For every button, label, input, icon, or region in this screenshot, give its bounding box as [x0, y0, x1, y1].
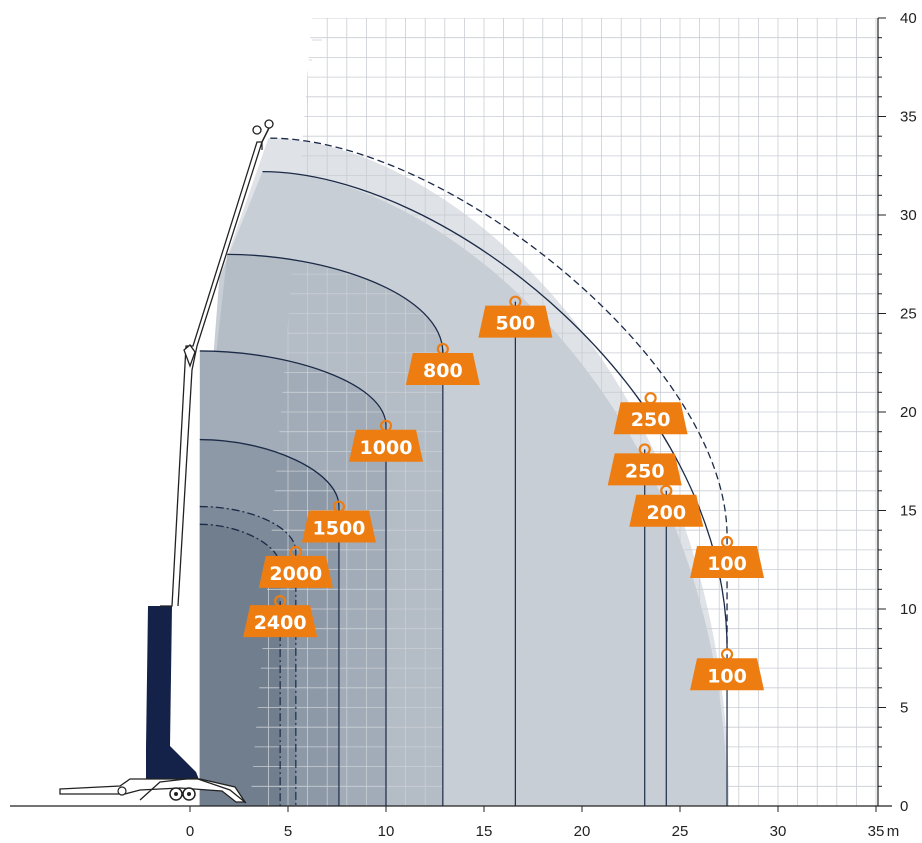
- weight-shape: [690, 658, 765, 691]
- curve-800: [227, 253, 444, 353]
- weight-shape: [478, 305, 553, 338]
- load-labels: 2400 2000 1500 1000 800 500 250 250 200 100 100: [243, 295, 765, 691]
- weight-label: 250: [631, 409, 671, 431]
- weight-shape: [258, 555, 333, 588]
- load-label-1000: 1000: [349, 419, 423, 462]
- load-label-1500: 1500: [301, 500, 376, 543]
- y-tick-label: 0: [900, 798, 908, 815]
- boom-base-section: [146, 606, 200, 782]
- curve-2400: [199, 523, 281, 566]
- load-label-250: 250: [613, 392, 688, 435]
- weight-label: 1500: [313, 518, 366, 540]
- reach-curves: [199, 137, 728, 806]
- load-label-100: 100: [690, 535, 765, 579]
- y-tick-label: 10: [900, 601, 917, 618]
- zone-2400-fill: [199, 524, 281, 806]
- load-label-200: 200: [629, 484, 704, 527]
- load-label-250: 250: [607, 443, 682, 486]
- x-tick-label: 35: [868, 823, 885, 840]
- weight-label: 100: [707, 553, 747, 575]
- weight-label: 200: [646, 502, 686, 524]
- wheel-hub: [174, 792, 178, 796]
- boom-pulley: [252, 125, 262, 135]
- y-tick-label: 20: [900, 404, 917, 421]
- jib: [261, 127, 270, 143]
- outrigger: [139, 777, 247, 804]
- weight-shape: [405, 352, 480, 385]
- curve-2000: [199, 505, 297, 552]
- y-tick-label: 35: [900, 109, 917, 126]
- weight-label: 1000: [360, 437, 413, 459]
- weight-label: 2000: [269, 563, 322, 585]
- x-tick-label: 0: [186, 823, 194, 840]
- y-tick-label: 15: [900, 503, 917, 520]
- boom-upper-section: [160, 141, 263, 607]
- curve-outer-dashed: [270, 137, 728, 649]
- y-tick-label: 5: [900, 700, 908, 717]
- weight-label: 800: [423, 360, 463, 382]
- x-tick-label: 25: [672, 823, 689, 840]
- x-axis-unit: m: [887, 823, 900, 840]
- x-tick-label: 10: [378, 823, 395, 840]
- weight-shape: [629, 494, 704, 527]
- jockey-wheel: [117, 786, 127, 796]
- load-label-800: 800: [405, 342, 480, 385]
- x-tick-label: 20: [574, 823, 591, 840]
- load-label-100: 100: [690, 648, 765, 691]
- y-tick-label: 40: [900, 10, 917, 27]
- y-tick-label: 25: [900, 306, 917, 323]
- weight-shape: [301, 510, 376, 543]
- x-tick-label: 30: [770, 823, 787, 840]
- weight-shape: [349, 429, 423, 462]
- load-label-2400: 2400: [243, 595, 318, 638]
- x-tick-label: 15: [476, 823, 493, 840]
- weight-label: 250: [625, 460, 665, 482]
- weight-label: 500: [496, 313, 536, 335]
- curve-1000: [199, 350, 387, 426]
- weight-label: 2400: [254, 612, 307, 634]
- y-tick-label: 30: [900, 207, 917, 224]
- x-tick-label: 5: [284, 823, 292, 840]
- wheel-hub: [187, 792, 191, 796]
- curve-500: [262, 171, 728, 649]
- weight-shape: [243, 605, 318, 638]
- load-label-500: 500: [478, 295, 553, 338]
- weight-shape: [690, 546, 765, 579]
- weight-shape: [613, 402, 688, 435]
- weight-label: 100: [707, 665, 747, 687]
- load-label-2000: 2000: [258, 545, 333, 588]
- jib-pulley: [264, 119, 274, 129]
- weight-shape: [607, 453, 682, 486]
- curve-1500: [199, 438, 340, 507]
- crane-illustration: [59, 119, 274, 804]
- boom-joint: [183, 344, 196, 368]
